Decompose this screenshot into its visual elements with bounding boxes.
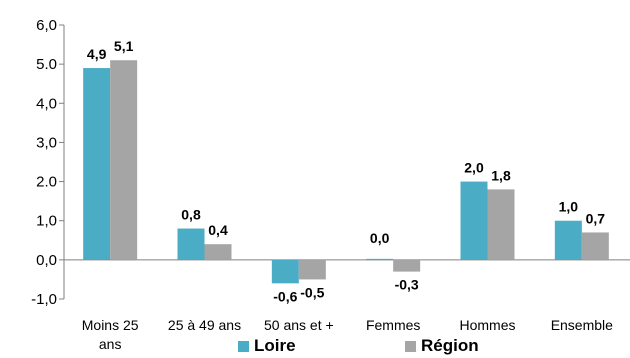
bar-region [393, 259, 421, 272]
category-label: Femmes [366, 317, 420, 333]
data-label: -0,5 [300, 284, 324, 300]
category-label: ans [99, 336, 122, 352]
bar-loire [366, 258, 394, 261]
data-labels: 4,9 5,1 0,8 0,4 -0,6 -0,5 0,0 -0,3 2,0 1,8 1,0 0,7 [87, 38, 605, 304]
legend-item-region: Région [405, 336, 479, 356]
data-label: 0,4 [208, 222, 228, 238]
bar-loire [177, 228, 205, 260]
bar-loire [83, 68, 111, 260]
y-tick-label: 0,0 [36, 252, 57, 269]
y-tick-label: 3,0 [36, 134, 57, 151]
y-tick-label: 6,0 [36, 17, 57, 34]
legend: Loire Région [0, 332, 630, 358]
data-label: 1,0 [559, 199, 579, 215]
legend-label-loire: Loire [254, 336, 296, 355]
y-tick-label: 4,0 [36, 95, 57, 112]
legend-swatch-region [405, 340, 416, 352]
bar-region [487, 189, 515, 260]
bar-loire [271, 259, 299, 284]
y-tick-label: 5.0 [36, 56, 57, 73]
category-label: 25 à 49 ans [168, 317, 241, 333]
data-label: 0,7 [586, 210, 606, 226]
bar-region [110, 60, 138, 260]
data-label: -0,6 [273, 288, 297, 304]
legend-item-loire: Loire [238, 336, 296, 356]
data-label: 4,9 [87, 46, 107, 62]
y-axis-ticks: 6,0 5.0 4,0 3,0 2.0 1,0 0,0 -1,0 [31, 17, 64, 308]
bars [83, 60, 609, 284]
data-label: 2,0 [464, 160, 484, 176]
data-label: 5,1 [114, 38, 134, 54]
bar-loire [460, 181, 488, 260]
category-label: Hommes [459, 317, 515, 333]
data-label: -0,3 [395, 277, 419, 293]
y-tick-label: 1,0 [36, 213, 57, 230]
bar-region [298, 259, 326, 280]
y-tick-label: -1,0 [31, 291, 57, 308]
data-label: 0,8 [181, 207, 201, 223]
data-label: 1,8 [491, 167, 511, 183]
data-label: 0,0 [370, 230, 390, 246]
y-tick-label: 2.0 [36, 174, 57, 191]
category-labels: Moins 25 ans 25 à 49 ans 50 ans et + Femmes H… [82, 317, 613, 352]
bar-region [204, 244, 232, 260]
legend-swatch-loire [238, 340, 249, 352]
bar-loire [554, 220, 582, 260]
bar-region [581, 232, 609, 260]
category-label: 50 ans et + [264, 317, 334, 333]
category-label: Moins 25 [82, 317, 139, 333]
legend-label-region: Région [421, 336, 479, 355]
category-label: Ensemble [551, 317, 613, 333]
